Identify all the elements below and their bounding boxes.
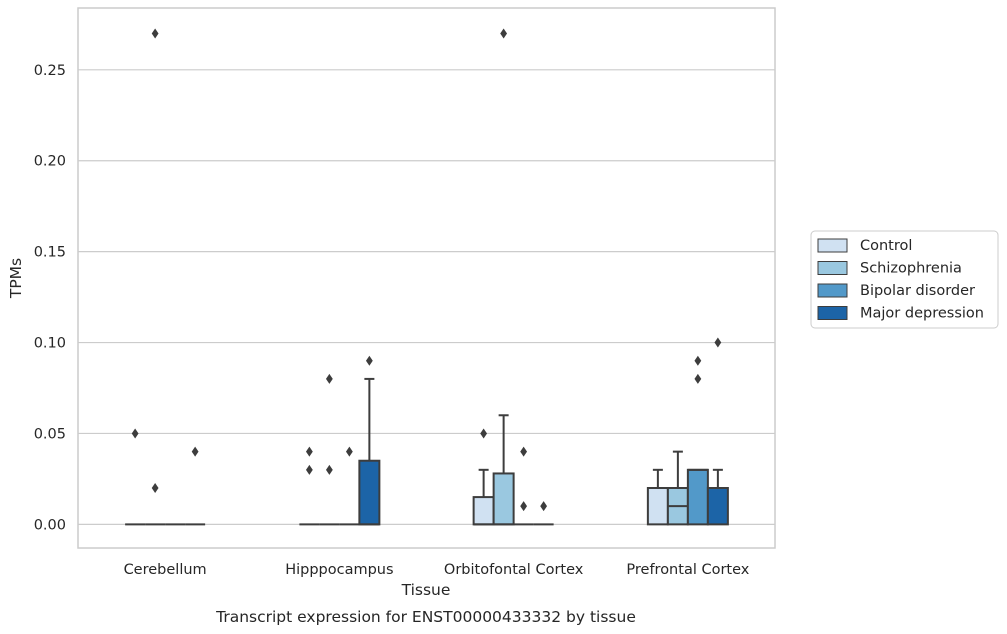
outlier-point: [520, 501, 528, 512]
outlier-point: [520, 446, 528, 457]
outlier-point: [325, 464, 333, 475]
outlier-point: [365, 355, 373, 366]
plot-area-frame: [77, 7, 776, 549]
box-body: [706, 487, 729, 526]
outlier-point: [131, 428, 139, 439]
y-axis-label: TPMs: [7, 258, 25, 299]
outlier-point: [325, 373, 333, 384]
legend-swatch: [817, 238, 848, 253]
x-tick-label: Hipppocampus: [285, 562, 393, 578]
outlier-point: [480, 428, 488, 439]
grid-lines: [78, 69, 775, 525]
chart-caption: Transcript expression for ENST0000043333…: [215, 608, 636, 626]
x-tick-label: Cerebellum: [124, 562, 207, 578]
box-body: [358, 459, 381, 526]
outlier-point: [151, 483, 159, 493]
legend-swatch: [817, 261, 848, 275]
legend-swatch: [817, 306, 848, 320]
outlier-point: [540, 501, 548, 512]
outlier-point: [191, 446, 199, 457]
x-tick-label: Prefrontal Cortex: [626, 562, 749, 578]
outlier-point: [694, 373, 702, 384]
x-axis-label: Tissue: [401, 581, 451, 599]
box-body: [472, 496, 495, 526]
legend-entry: Schizophrenia: [860, 261, 962, 277]
legend-frame: [810, 230, 999, 329]
outlier-point: [151, 28, 159, 39]
legend: Control Schizophrenia Bipolar disorder Majo…: [810, 230, 999, 329]
box-major-depression: [358, 377, 381, 526]
box-body: [686, 468, 709, 526]
y-tick-label: 0.25: [34, 63, 66, 79]
outlier-point: [305, 464, 313, 475]
y-tick-label: 0.15: [34, 245, 66, 261]
box-series: [125, 377, 729, 526]
outlier-point: [694, 355, 702, 366]
box-schizophrenia: [492, 414, 515, 526]
outlier-point: [714, 337, 722, 348]
x-tick-label: Orbitofontal Cortex: [444, 562, 584, 578]
legend-swatch: [817, 283, 848, 298]
outlier-points: [131, 28, 722, 512]
box-major-depression: [706, 468, 729, 526]
box-control: [472, 468, 495, 526]
outlier-point: [345, 446, 353, 457]
box-body: [492, 472, 515, 526]
legend-entry: Major depression: [860, 306, 984, 322]
outlier-point: [305, 446, 313, 457]
legend-entry: Bipolar disorder: [860, 283, 975, 299]
box-schizophrenia: [666, 450, 689, 526]
box-bipolar-disorder: [686, 468, 709, 526]
box-body: [646, 487, 669, 526]
outlier-point: [500, 28, 508, 39]
y-tick-labels: 0.00 0.05 0.10 0.15 0.20 0.25: [34, 63, 66, 534]
y-tick-label: 0.20: [34, 154, 66, 170]
box-control: [646, 468, 669, 526]
x-tick-labels: Cerebellum Hipppocampus Orbitofontal Corte…: [124, 562, 750, 578]
y-tick-label: 0.05: [34, 426, 66, 442]
legend-entry: Control: [860, 238, 912, 254]
y-tick-label: 0.00: [34, 517, 66, 533]
y-tick-label: 0.10: [34, 336, 66, 352]
